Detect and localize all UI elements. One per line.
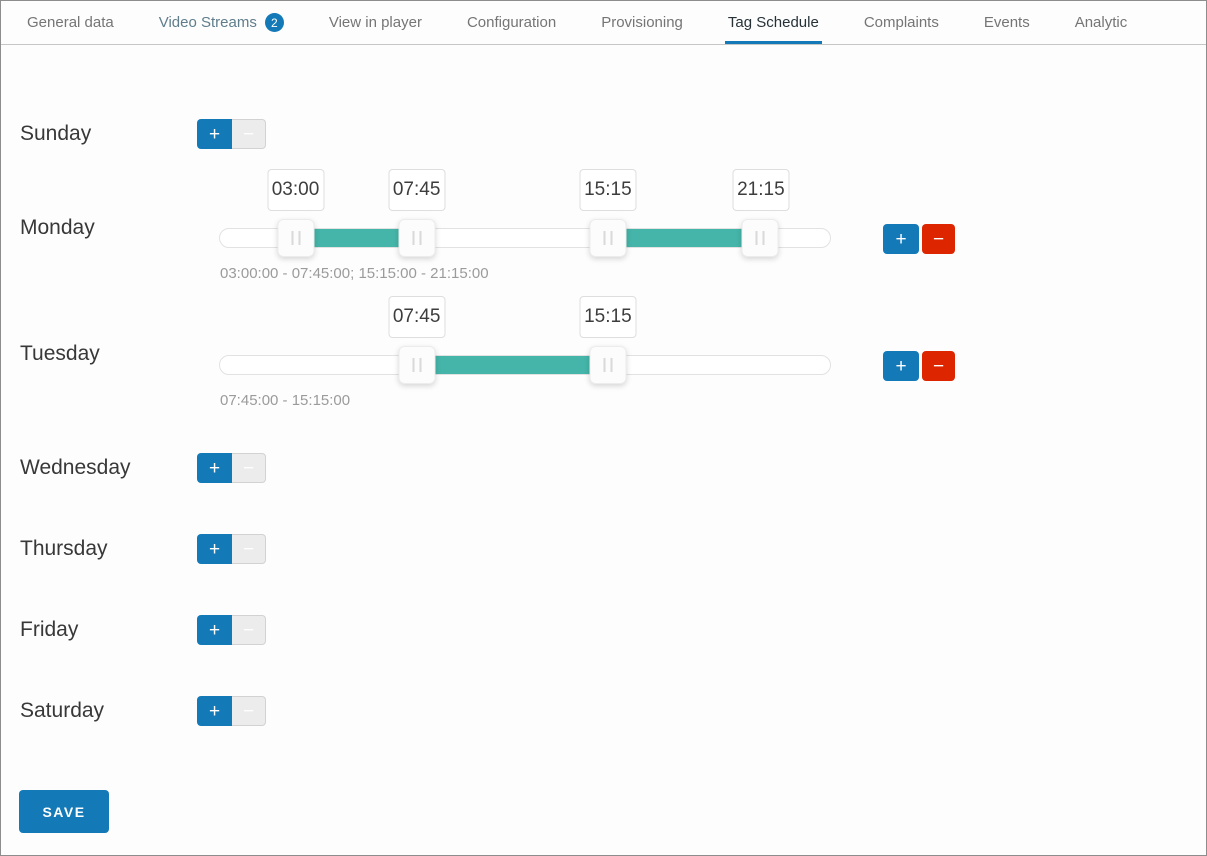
tab-label: Video Streams bbox=[158, 14, 257, 31]
add-range-button-saturday[interactable]: + bbox=[197, 696, 232, 726]
remove-range-button-thursday-disabled: − bbox=[232, 534, 266, 564]
tab-label: View in player bbox=[328, 14, 422, 31]
slider-handle-tuesday-0-end[interactable] bbox=[589, 346, 627, 384]
tab-label: Provisioning bbox=[601, 14, 683, 31]
slider-handle-monday-0-start[interactable] bbox=[277, 219, 315, 257]
day-label-saturday: Saturday bbox=[20, 699, 105, 722]
range-controls-wednesday: + − bbox=[197, 453, 266, 483]
drag-grip-icon bbox=[291, 231, 301, 245]
remove-range-button-monday[interactable]: − bbox=[922, 224, 955, 254]
add-range-button-friday[interactable]: + bbox=[197, 615, 232, 645]
tab-configuration[interactable]: Configuration bbox=[464, 1, 559, 44]
tab-video-streams[interactable]: Video Streams 2 bbox=[156, 1, 287, 44]
range-controls-thursday: + − bbox=[197, 534, 266, 564]
drag-grip-icon bbox=[412, 358, 422, 372]
add-range-button-wednesday[interactable]: + bbox=[197, 453, 232, 483]
tab-events[interactable]: Events bbox=[981, 1, 1033, 44]
drag-grip-icon bbox=[603, 231, 613, 245]
time-input-monday-1-start[interactable] bbox=[579, 169, 637, 211]
day-label-sunday: Sunday bbox=[20, 122, 92, 145]
slider-handle-monday-1-end[interactable] bbox=[741, 219, 779, 257]
drag-grip-icon bbox=[412, 231, 422, 245]
tab-tag-schedule[interactable]: Tag Schedule bbox=[724, 1, 822, 44]
slider-handle-monday-1-start[interactable] bbox=[589, 219, 627, 257]
slider-handle-monday-0-end[interactable] bbox=[398, 219, 436, 257]
tab-complaints[interactable]: Complaints bbox=[861, 1, 942, 44]
tab-analytic[interactable]: Analytic bbox=[1072, 1, 1131, 44]
slider-range-fill-tuesday-0 bbox=[416, 356, 608, 374]
range-controls-sunday: + − bbox=[197, 119, 266, 149]
remove-range-button-wednesday-disabled: − bbox=[232, 453, 266, 483]
tab-provisioning[interactable]: Provisioning bbox=[598, 1, 686, 44]
save-button[interactable]: SAVE bbox=[19, 790, 109, 833]
remove-range-button-sunday-disabled: − bbox=[232, 119, 266, 149]
remove-range-button-friday-disabled: − bbox=[232, 615, 266, 645]
add-range-button-tuesday[interactable]: + bbox=[883, 351, 919, 381]
slider-range-fill-monday-1 bbox=[607, 229, 761, 247]
time-input-monday-0-end[interactable] bbox=[388, 169, 446, 211]
tab-label: Analytic bbox=[1074, 14, 1128, 31]
tab-label: Tag Schedule bbox=[727, 14, 819, 31]
day-label-tuesday: Tuesday bbox=[20, 342, 100, 365]
slider-handle-tuesday-0-start[interactable] bbox=[398, 346, 436, 384]
time-range-summary-monday: 03:00:00 - 07:45:00; 15:15:00 - 21:15:00 bbox=[220, 265, 489, 282]
time-input-tuesday-0-end[interactable] bbox=[579, 296, 637, 338]
day-label-thursday: Thursday bbox=[20, 537, 108, 560]
remove-range-button-tuesday[interactable]: − bbox=[922, 351, 955, 381]
day-label-friday: Friday bbox=[20, 618, 79, 641]
add-range-button-monday[interactable]: + bbox=[883, 224, 919, 254]
remove-range-button-saturday-disabled: − bbox=[232, 696, 266, 726]
drag-grip-icon bbox=[603, 358, 613, 372]
range-controls-friday: + − bbox=[197, 615, 266, 645]
drag-grip-icon bbox=[755, 231, 765, 245]
tab-label: Configuration bbox=[466, 14, 557, 31]
time-input-monday-1-end[interactable] bbox=[732, 169, 790, 211]
slider-track-tuesday[interactable] bbox=[219, 346, 831, 384]
tab-bar: General data Video Streams 2 View in player… bbox=[1, 1, 1206, 45]
range-controls-saturday: + − bbox=[197, 696, 266, 726]
time-range-summary-tuesday: 07:45:00 - 15:15:00 bbox=[220, 392, 351, 409]
slider-range-fill-monday-0 bbox=[296, 229, 417, 247]
time-input-tuesday-0-start[interactable] bbox=[388, 296, 446, 338]
tab-general-data[interactable]: General data bbox=[24, 1, 117, 44]
day-label-monday: Monday bbox=[20, 216, 95, 239]
time-input-monday-0-start[interactable] bbox=[267, 169, 324, 211]
tab-label: General data bbox=[27, 14, 114, 31]
add-range-button-sunday[interactable]: + bbox=[197, 119, 232, 149]
slider-track-monday[interactable] bbox=[219, 219, 831, 257]
tab-view-in-player[interactable]: View in player bbox=[326, 1, 425, 44]
video-streams-badge: 2 bbox=[264, 13, 284, 32]
add-range-button-thursday[interactable]: + bbox=[197, 534, 232, 564]
tab-label: Complaints bbox=[863, 14, 939, 31]
day-label-wednesday: Wednesday bbox=[20, 456, 131, 479]
tab-label: Events bbox=[983, 14, 1030, 31]
